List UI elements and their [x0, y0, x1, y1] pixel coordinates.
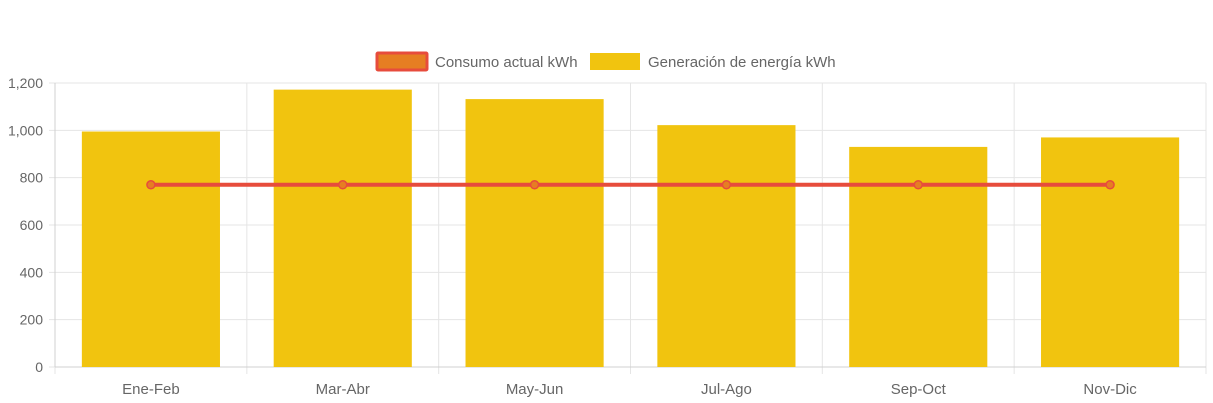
consumo-point-nov-dic[interactable] [1105, 180, 1115, 190]
y-tick-label: 1,200 [8, 75, 43, 91]
y-tick-label: 200 [20, 312, 44, 328]
bar-sep-oct[interactable] [849, 146, 988, 367]
y-tick-label: 400 [20, 264, 44, 280]
y-tick-label: 600 [20, 217, 44, 233]
y-tick-label: 800 [20, 170, 44, 186]
x-tick-label: Mar-Abr [316, 381, 370, 398]
consumo-point-sep-oct[interactable] [913, 180, 923, 190]
x-tick-label: May-Jun [506, 381, 564, 398]
chart-legend: Consumo actual kWh Generación de energía… [375, 51, 836, 72]
x-tick-label: Ene-Feb [122, 381, 180, 398]
x-tick-label: Jul-Ago [701, 381, 752, 398]
legend-swatch-consumo[interactable] [375, 51, 429, 72]
legend-swatch-generacion[interactable] [590, 53, 640, 70]
y-tick-label: 0 [35, 359, 43, 375]
legend-label-consumo[interactable]: Consumo actual kWh [435, 54, 578, 71]
bar-ene-feb[interactable] [81, 131, 220, 367]
bar-nov-dic[interactable] [1041, 137, 1180, 367]
bar-mar-abr[interactable] [273, 89, 412, 368]
bar-jul-ago[interactable] [657, 125, 796, 367]
x-tick-label: Nov-Dic [1083, 381, 1137, 398]
x-axis: Ene-Feb Mar-Abr May-Jun Jul-Ago Sep-Oct Nov-D… [122, 381, 1137, 398]
legend-label-generacion[interactable]: Generación de energía kWh [648, 54, 836, 71]
consumo-point-jul-ago[interactable] [721, 180, 732, 190]
grid-lines [49, 82, 1207, 374]
bar-may-jun[interactable] [465, 99, 604, 368]
y-tick-label: 1,000 [8, 122, 43, 138]
y-axis: 0 200 400 600 800 1,000 1,200 [8, 75, 43, 375]
line-series [146, 180, 1115, 190]
consumo-point-may-jun[interactable] [529, 180, 540, 190]
consumo-point-ene-feb[interactable] [146, 180, 156, 190]
consumo-point-mar-abr[interactable] [338, 180, 348, 190]
x-tick-label: Sep-Oct [891, 381, 947, 398]
